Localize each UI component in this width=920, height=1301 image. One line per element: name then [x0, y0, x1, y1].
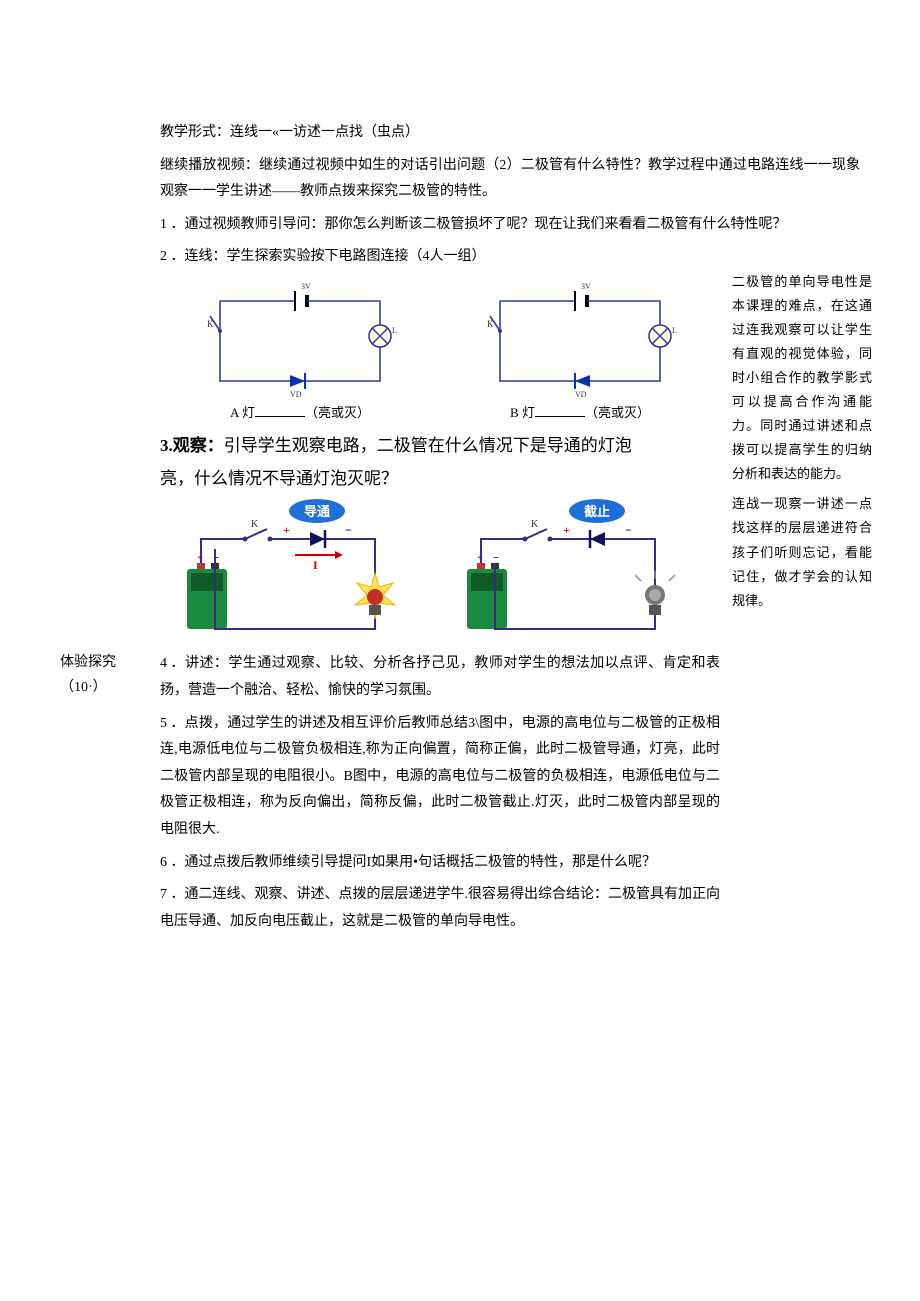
step-2-text: 连线：学生探索实验按下电路图连接（4人一组） — [185, 249, 486, 264]
step-3-heading: 3.观察：引导学生观察电路，二极管在什么情况下是导通的灯泡 — [160, 432, 720, 461]
circuit-diagrams: 3V K L VD — [160, 281, 720, 426]
step-7-num: 7 ． — [160, 882, 185, 909]
svg-text:K: K — [251, 519, 259, 530]
circuit-a-suffix: （亮或灭） — [305, 405, 370, 420]
svg-text:L: L — [672, 326, 677, 335]
circuit-a: 3V K L VD — [195, 281, 405, 426]
page: 体验探究 （10·） 教学形式：连线一«一访述一点找（虫点） 继续播放视频：继续… — [0, 0, 920, 1301]
circuit-a-svg: 3V K L VD — [195, 281, 405, 401]
svg-text:3V: 3V — [301, 282, 311, 291]
right-column: 二极管的单向导电性是本课理的难点，在这通过连我观察可以让学生有直观的视觉体验，同… — [732, 120, 872, 619]
circuit-a-label: A 灯 （亮或灭） — [195, 401, 405, 426]
middle-column: 教学形式：连线一«一访述一点找（虫点） 继续播放视频：继续通过视频中如生的对话引… — [160, 120, 732, 941]
step-4: 4 ．讲述：学生通过观察、比较、分析各抒己见，教师对学生的想法加以点评、肯定和表… — [160, 651, 720, 704]
step-5-text: 点拨，通过学生的讲述及相互评价后教师总结3\图中，电源的高电位与二极管的正极相连… — [160, 716, 720, 837]
circuit-b: 3V K L VD B 灯 （亮或灭） — [475, 281, 685, 426]
step-6-text: 通过点拨后教师维续引导提问I如果用•句话概括二极管的特性，那是什么呢？ — [185, 855, 657, 870]
svg-text:VD: VD — [290, 390, 302, 399]
step-5-num: 5 ． — [160, 711, 185, 738]
svg-text:−: − — [213, 552, 219, 564]
step-4-num: 4 ． — [160, 651, 185, 678]
step-7-text: 通二连线、观察、讲述、点拨的层层递进学牛.很容易得出综合结论：二极管具有加正向电… — [160, 887, 720, 929]
svg-text:K: K — [531, 519, 539, 530]
circuit-b-label: B 灯 （亮或灭） — [475, 401, 685, 426]
svg-text:−: − — [345, 523, 352, 537]
svg-text:K: K — [487, 319, 494, 329]
step-4-text: 讲述：学生通过观察、比较、分析各抒己见，教师对学生的想法加以点评、肯定和表扬，营… — [160, 656, 720, 698]
step-6: 6 ．通过点拨后教师维续引导提问I如果用•句话概括二极管的特性，那是什么呢？ — [160, 850, 720, 877]
step-3-line2: 亮，什么情况不导通灯泡灭呢？ — [160, 465, 720, 494]
step-7: 7 ．通二连线、观察、讲述、点拨的层层递进学牛.很容易得出综合结论：二极管具有加… — [160, 882, 720, 935]
step-5: 5 ．点拨，通过学生的讲述及相互评价后教师总结3\图中，电源的高电位与二极管的正… — [160, 711, 720, 844]
step-2-num: 2 ． — [160, 244, 185, 271]
circuit-b-svg: 3V K L VD — [475, 281, 685, 401]
right-para-2: 连战一现察一讲述一点找这样的层层递进符合孩子们听则忘记，看能记住，做才学会的认知… — [732, 492, 872, 612]
svg-text:+: + — [563, 523, 570, 537]
step-6-num: 6 ． — [160, 850, 185, 877]
step-1-text: 通过视频教师引导问：那你怎么判断该二极管损坏了呢？现在让我们来看看二极管有什么特… — [185, 217, 787, 232]
circuit-b-prefix: B 灯 — [510, 405, 535, 420]
svg-text:I: I — [313, 558, 318, 572]
fill-blank-a — [255, 402, 305, 417]
step-2: 2 ．连线：学生探索实验按下电路图连接（4人一组） — [160, 244, 720, 271]
left-column: 体验探究 （10·） — [60, 120, 160, 700]
conduct-diagrams: + − K + − — [160, 499, 720, 639]
intro-para-1: 教学形式：连线一«一访述一点找（虫点） — [160, 120, 720, 147]
step-3-label: 3.观察： — [160, 436, 224, 455]
step-3-text-a: 引导学生观察电路，二极管在什么情况下是导通的灯泡 — [224, 436, 632, 455]
right-para-1: 二极管的单向导电性是本课理的难点，在这通过连我观察可以让学生有直观的视觉体验，同… — [732, 270, 872, 486]
svg-text:L: L — [392, 326, 397, 335]
svg-text:−: − — [625, 523, 632, 537]
svg-text:−: − — [493, 552, 499, 564]
section-label-line2: （10·） — [60, 675, 160, 700]
circuit-b-suffix: （亮或灭） — [585, 405, 650, 420]
content-columns: 体验探究 （10·） 教学形式：连线一«一访述一点找（虫点） 继续播放视频：继续… — [60, 120, 860, 941]
step-1-num: 1 ． — [160, 212, 185, 239]
svg-text:K: K — [207, 319, 214, 329]
fill-blank-b — [535, 402, 585, 417]
section-label-line1: 体验探究 — [60, 650, 160, 675]
svg-text:导通: 导通 — [304, 504, 330, 519]
svg-text:截止: 截止 — [584, 504, 610, 519]
circuit-a-prefix: A 灯 — [230, 405, 255, 420]
svg-text:+: + — [283, 523, 290, 537]
svg-text:3V: 3V — [581, 282, 591, 291]
conduct-off-svg: + − K + − 截止 — [455, 499, 705, 639]
conduct-on-svg: + − K + − — [175, 499, 425, 639]
svg-text:VD: VD — [575, 390, 587, 399]
